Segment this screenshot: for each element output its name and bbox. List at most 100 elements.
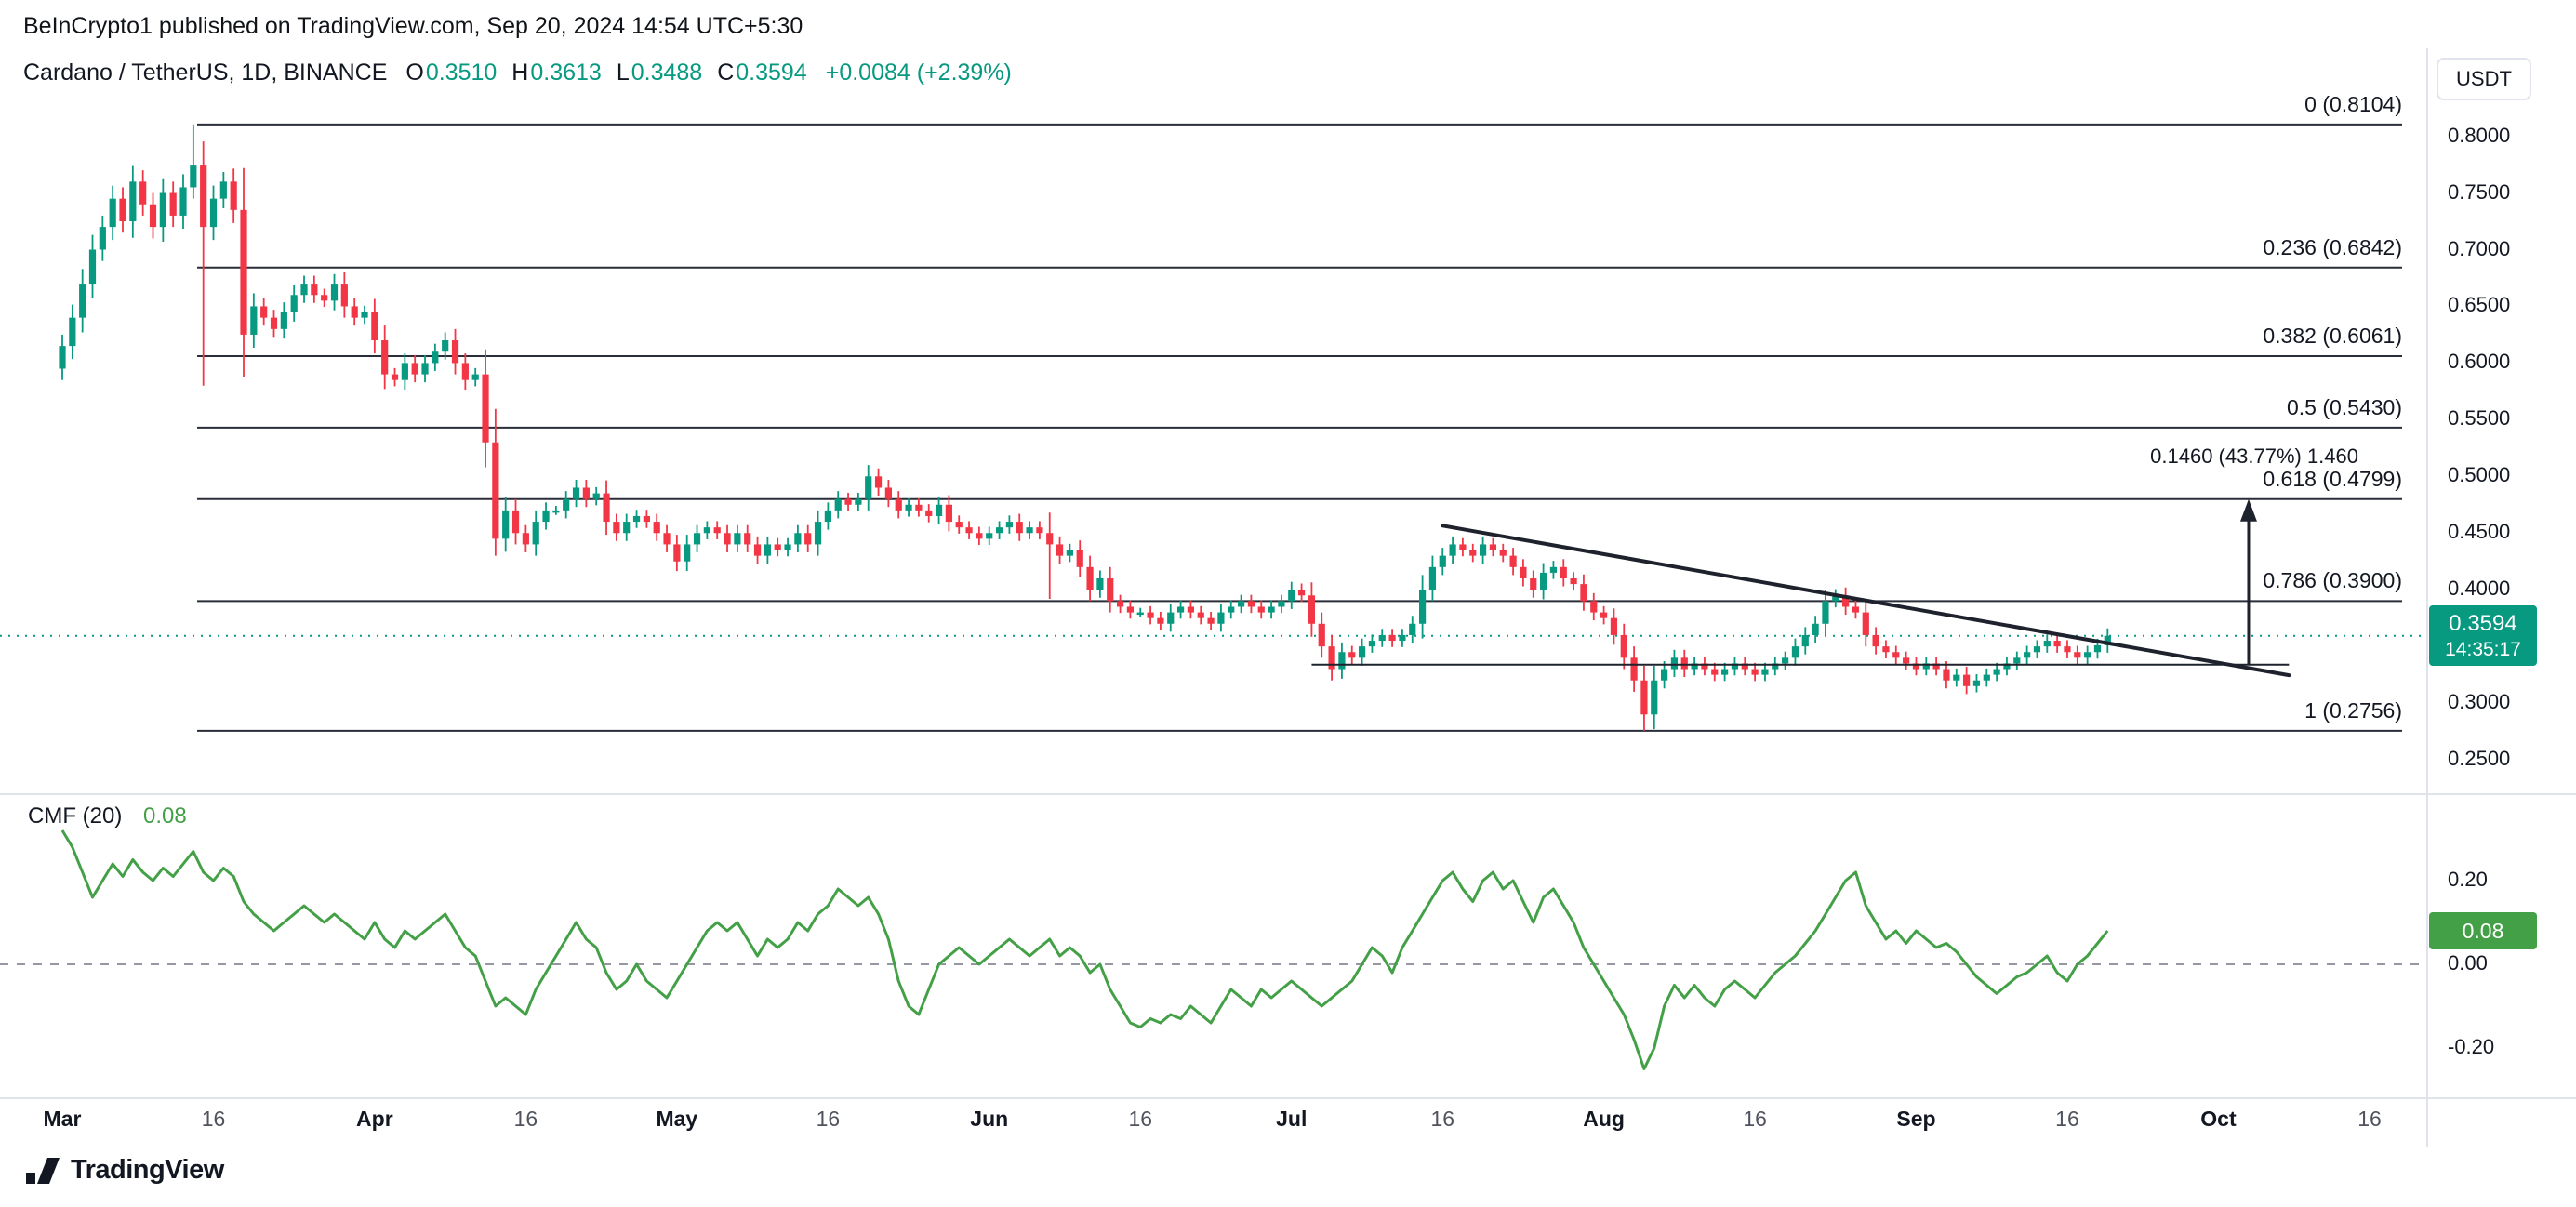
candle-body	[1782, 657, 1789, 664]
price-tick-label: 0.3000	[2448, 690, 2511, 714]
candle-body	[563, 498, 570, 511]
candle-body	[1772, 663, 1779, 670]
price-tick-label: 0.4500	[2448, 520, 2511, 544]
candle-body	[905, 504, 912, 511]
candle-body	[915, 504, 923, 511]
candle-body	[1147, 612, 1154, 618]
candle-body	[986, 533, 993, 539]
indicator-name[interactable]: CMF (20)	[28, 803, 123, 829]
time-axis-label: Jun	[970, 1107, 1009, 1131]
candle-body	[200, 165, 207, 228]
candle-body	[1288, 590, 1295, 602]
candle-body	[532, 522, 539, 545]
candle-body	[2064, 646, 2071, 653]
candle-body	[1046, 533, 1054, 545]
candle-body	[1822, 601, 1829, 624]
time-axis-label: Mar	[43, 1107, 82, 1131]
candle-body	[1741, 663, 1748, 670]
last-price-badge: 0.3594 14:35:17	[2429, 605, 2537, 666]
candle-body	[582, 487, 590, 499]
candle-body	[2104, 635, 2111, 645]
candle-body	[2043, 641, 2051, 647]
measure-arrow-head	[2239, 498, 2257, 522]
price-tick-label: 0.7500	[2448, 179, 2511, 204]
candle-body	[1167, 612, 1175, 624]
candle-body	[1026, 527, 1033, 534]
candle-body	[1580, 584, 1587, 602]
candle-body	[230, 181, 237, 210]
candle-body	[361, 312, 368, 318]
candle-body	[99, 227, 106, 250]
candle-body	[713, 527, 721, 534]
candle-body	[632, 515, 641, 523]
candle-body	[703, 527, 710, 534]
candle-body	[603, 493, 610, 523]
ohlc-values: O 0.3510 H 0.3613 L 0.3488 C 0.3594	[405, 60, 806, 86]
indicator-legend: CMF (20) 0.08	[28, 803, 187, 829]
price-axis[interactable]: USDT 0.3594 14:35:17 0.08 0.8000 0.7500 0.…	[2426, 0, 2576, 1207]
cmf-line	[60, 829, 2109, 1070]
candle-body	[1409, 623, 1416, 635]
candle-body	[2093, 644, 2102, 653]
candle-body	[1378, 634, 1386, 642]
candle-body	[1801, 634, 1809, 647]
candle-body	[1439, 555, 1446, 567]
candle-body	[1157, 617, 1164, 624]
candle-body	[1670, 657, 1679, 670]
candle-body	[1600, 612, 1608, 618]
candle-body	[814, 522, 822, 545]
candle-body	[1338, 652, 1346, 670]
price-tick-label: 0.8000	[2448, 123, 2511, 147]
candle-body	[542, 510, 550, 523]
ohlc-label: H	[511, 60, 529, 86]
candle-body	[1469, 550, 1477, 556]
candle-body	[300, 284, 308, 296]
candle-body	[270, 317, 278, 329]
candle-body	[1509, 555, 1517, 567]
candle-body	[159, 192, 166, 228]
candle-body	[1721, 669, 1729, 675]
candle-body	[753, 544, 762, 556]
currency-unit-button[interactable]: USDT	[2437, 58, 2531, 100]
candle-body	[1318, 623, 1325, 647]
candle-body	[1187, 606, 1195, 613]
indicator-tick-label: 0.20	[2448, 868, 2488, 891]
candle-body	[1368, 641, 1376, 647]
candle-body	[1499, 550, 1507, 556]
candle-body	[1832, 595, 1839, 602]
candle-body	[371, 312, 378, 341]
candle-body	[572, 487, 580, 499]
time-axis-label: 16	[1128, 1107, 1153, 1131]
candle-body	[855, 498, 862, 505]
time-axis[interactable]: Mar 16 Apr 16 May 16 Jun 16 Jul 16 Aug 16 Sep 16 Oct 16	[0, 1099, 2426, 1153]
candle-body	[2084, 652, 2091, 658]
candle-body	[1358, 646, 1366, 658]
candle-body	[1076, 550, 1083, 567]
price-axis-separator	[2426, 48, 2428, 1147]
candle-body	[592, 493, 600, 499]
candle-body	[511, 510, 520, 534]
symbol-title[interactable]: Cardano / TetherUS, 1D, BINANCE	[23, 60, 388, 86]
candle-body	[330, 284, 339, 301]
ohlc-item: O 0.3510	[405, 60, 497, 86]
candle-body	[1520, 566, 1527, 579]
time-axis-label: Jul	[1276, 1107, 1308, 1131]
price-change: +0.0084 (+2.39%)	[825, 60, 1012, 86]
pane-separator	[0, 793, 2576, 795]
ohlc-label: L	[616, 60, 630, 86]
ohlc-item: H 0.3613	[511, 60, 602, 86]
candle-body	[482, 374, 489, 443]
candle-body	[1086, 566, 1094, 590]
cmf-value-badge: 0.08	[2429, 912, 2537, 949]
candle-body	[1107, 578, 1114, 602]
candle-body	[1953, 674, 1960, 681]
candle-body	[804, 533, 812, 545]
candle-body	[129, 181, 137, 222]
time-axis-label: May	[656, 1107, 698, 1131]
candle-body	[1126, 606, 1135, 613]
candle-body	[794, 533, 802, 545]
publish-caption: BeInCrypto1 published on TradingView.com…	[23, 13, 803, 39]
tradingview-brand[interactable]: TradingView	[26, 1155, 224, 1186]
time-axis-label: 16	[513, 1107, 538, 1131]
